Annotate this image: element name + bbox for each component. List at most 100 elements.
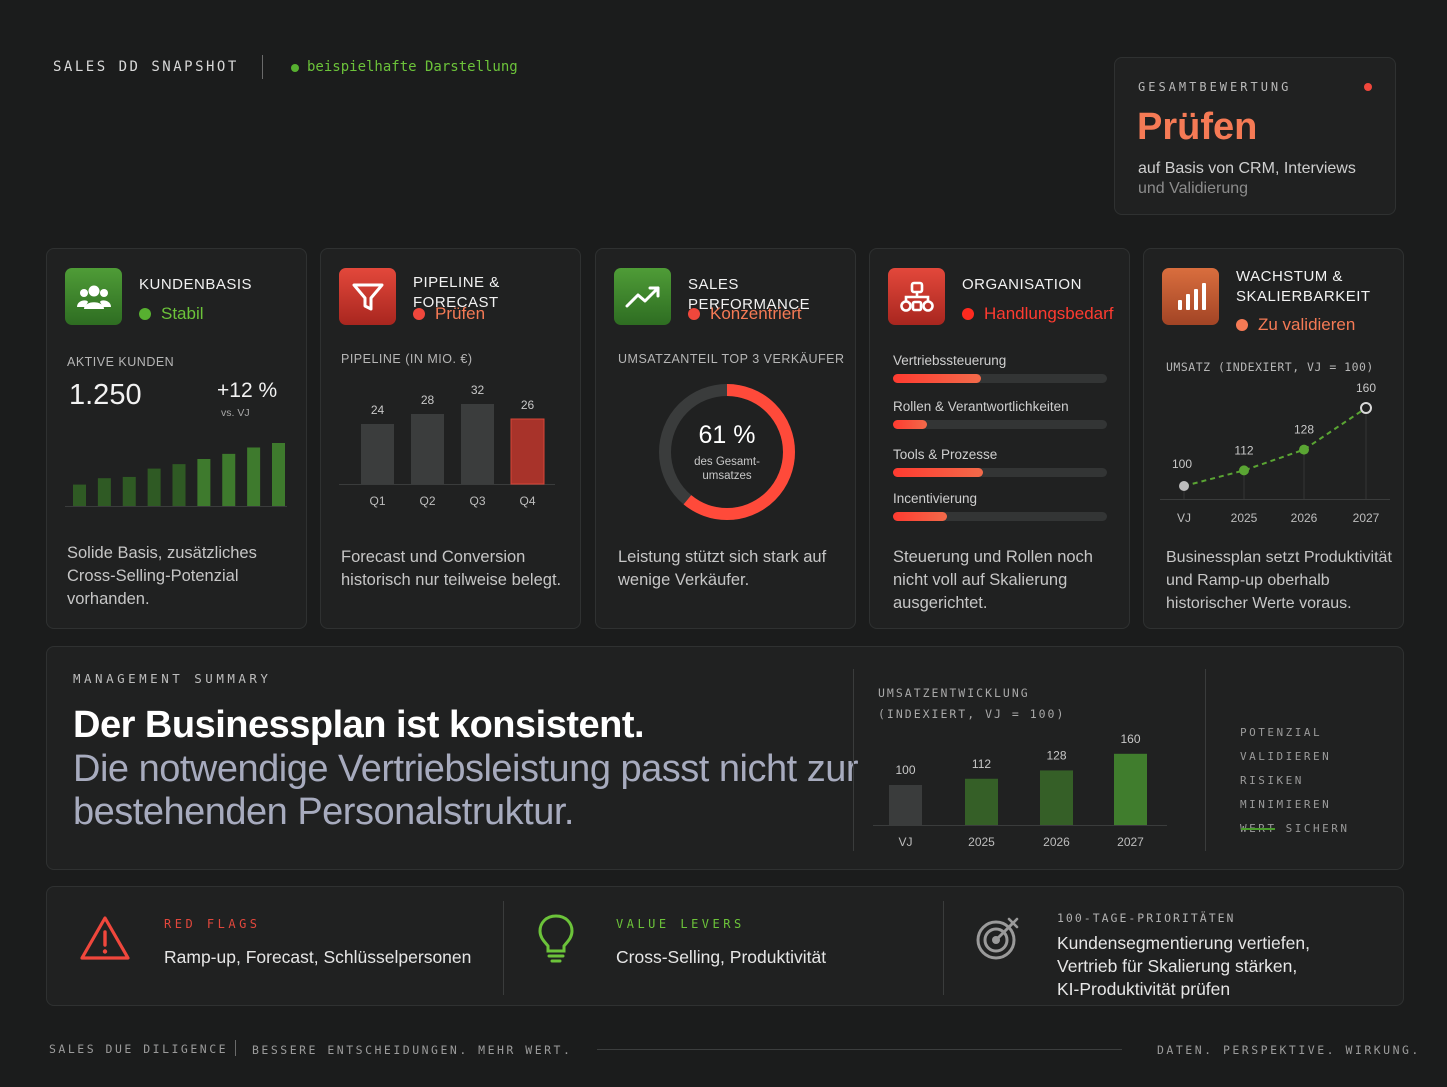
dashboard-title: SALES DD SNAPSHOT — [53, 59, 239, 75]
donut-caption-2: umsatzes — [702, 470, 752, 482]
summary-divider-2 — [1205, 669, 1206, 851]
status-dot — [962, 308, 974, 320]
trend-bar — [197, 459, 211, 507]
card-organisation[interactable]: ORGANISATION Handlungsbedarf Vertriebsst… — [869, 248, 1130, 629]
card-title: KUNDENBASIS — [139, 276, 253, 293]
revenue-bar — [1114, 753, 1147, 825]
pipeline-bar — [411, 414, 444, 484]
footer-divider — [235, 1040, 236, 1056]
metric-value: 1.250 — [69, 379, 142, 411]
bar-value-label: 24 — [371, 403, 385, 417]
customer-trend-chart — [65, 443, 287, 507]
rating-row: Vertriebssteuerung — [893, 353, 1107, 383]
pipeline-bar — [361, 424, 394, 484]
management-summary: MANAGEMENT SUMMARY Der Businessplan ist … — [46, 646, 1404, 870]
card-description: Solide Basis, zusätzliches Cross-Selling… — [67, 544, 257, 608]
axis-label: 2026 — [1291, 511, 1318, 525]
lightbulb-icon — [536, 913, 576, 970]
funnel-icon — [339, 268, 396, 325]
status-dot — [688, 308, 700, 320]
action-item: RISIKEN MINIMIEREN — [1240, 774, 1332, 811]
donut-value: 61 % — [698, 421, 756, 449]
rating-label: Vertriebssteuerung — [893, 353, 1007, 368]
metric-label: PIPELINE (IN MIO. €) — [341, 352, 473, 366]
priorities-line-2: Vertrieb für Skalierung stärken, — [1057, 956, 1298, 976]
warning-icon — [79, 914, 131, 967]
trend-bar — [147, 468, 161, 507]
metric-label: AKTIVE KUNDEN — [67, 355, 175, 369]
users-icon — [65, 268, 122, 325]
rating-fill — [893, 512, 947, 521]
priorities-line-3: KI-Produktivität prüfen — [1057, 979, 1231, 999]
trend-bar — [97, 478, 111, 507]
card-wachstum[interactable]: WACHSTUM & SKALIERBARKEIT Zu validieren … — [1143, 248, 1404, 629]
axis-label: 2027 — [1353, 511, 1380, 525]
data-point — [1360, 402, 1372, 414]
axis-label: 2025 — [1231, 511, 1258, 525]
trend-bar — [73, 484, 86, 507]
card-pipeline-forecast[interactable]: PIPELINE & FORECAST Prüfen PIPELINE (IN … — [320, 248, 581, 629]
trend-bar — [122, 476, 136, 507]
bar-value-label: 160 — [1120, 732, 1140, 746]
rating-track — [893, 512, 1107, 521]
priorities-label: 100-TAGE-PRIORITÄTEN — [1057, 911, 1236, 925]
rating-label: Incentivierung — [893, 491, 978, 506]
card-status: Stabil — [139, 304, 204, 324]
growth-line — [1183, 407, 1367, 487]
status-label: Konzentriert — [710, 304, 802, 323]
bar-value-label: 26 — [521, 398, 535, 412]
point-value-label: 100 — [1172, 457, 1192, 471]
rating-fill — [893, 420, 928, 429]
donut-caption: des Gesamt- — [694, 456, 760, 468]
summary-headline: Der Businessplan ist konsistent. — [73, 704, 645, 746]
donut-arc — [659, 384, 795, 520]
card-title: ORGANISATION — [962, 276, 1082, 293]
footer-rule — [597, 1049, 1122, 1050]
overall-rating-desc-2: und Validierung — [1138, 180, 1249, 197]
rating-row: Incentivierung — [893, 491, 1107, 521]
bar-category-label: 2026 — [1043, 835, 1070, 849]
metric-label: UMSATZ (INDEXIERT, VJ = 100) — [1166, 360, 1374, 374]
status-label: Zu validieren — [1258, 315, 1356, 334]
bar-growth-icon — [1162, 268, 1219, 325]
card-kundenbasis[interactable]: KUNDENBASIS Stabil AKTIVE KUNDEN 1.250 +… — [46, 248, 307, 629]
strip-divider-2 — [943, 901, 944, 995]
rating-track — [893, 468, 1107, 477]
status-label: Handlungsbedarf — [984, 304, 1114, 323]
rating-fill — [893, 374, 981, 383]
rating-track — [893, 374, 1107, 383]
footer-slogan: DATEN. PERSPEKTIVE. WIRKUNG. — [1157, 1043, 1421, 1057]
value-levers-text: Cross-Selling, Produktivität — [616, 947, 827, 967]
data-point — [1239, 465, 1249, 476]
status-dot — [139, 308, 151, 320]
metric-label: UMSATZANTEIL TOP 3 VERKÄUFER — [618, 352, 845, 366]
bar-category-label: 2025 — [968, 835, 995, 849]
rating-label: Rollen & Verantwortlichkeiten — [893, 399, 1069, 414]
revenue-bar — [889, 785, 922, 825]
trend-bar — [247, 447, 261, 507]
rating-row: Tools & Prozesse — [893, 447, 1107, 477]
bar-category-label: Q4 — [519, 494, 535, 508]
action-item: POTENZIAL — [1240, 726, 1323, 739]
card-description: Businessplan setzt Produktivität und Ram… — [1166, 549, 1392, 612]
card-status: Konzentriert — [688, 304, 802, 324]
card-title: SALES PERFORMANCE — [688, 276, 811, 313]
footer-brand: SALES DUE DILIGENCE — [49, 1042, 229, 1056]
org-chart-icon — [888, 268, 945, 325]
trend-up-icon — [614, 268, 671, 325]
card-sales-performance[interactable]: SALES PERFORMANCE Konzentriert UMSATZANT… — [595, 248, 856, 629]
action-item: WERT SICHERN — [1240, 822, 1350, 835]
data-point — [1179, 481, 1189, 491]
header-divider — [262, 55, 263, 79]
overall-rating-card: GESAMTBEWERTUNG Prüfen auf Basis von CRM… — [1114, 57, 1396, 215]
status-dot — [413, 308, 425, 320]
bar-value-label: 100 — [895, 763, 915, 777]
rating-row: Rollen & Verantwortlichkeiten — [893, 399, 1107, 429]
card-description: Leistung stützt sich stark auf wenige Ve… — [618, 548, 827, 589]
accent-line — [1241, 828, 1275, 830]
pipeline-bar — [461, 404, 494, 484]
card-title-2: SKALIERBARKEIT — [1236, 288, 1371, 305]
trend-bar — [172, 464, 186, 507]
card-status: Handlungsbedarf — [962, 304, 1113, 324]
revenue-bar-chart: 100 VJ 112 2025 128 2026 160 2027 — [873, 732, 1167, 849]
